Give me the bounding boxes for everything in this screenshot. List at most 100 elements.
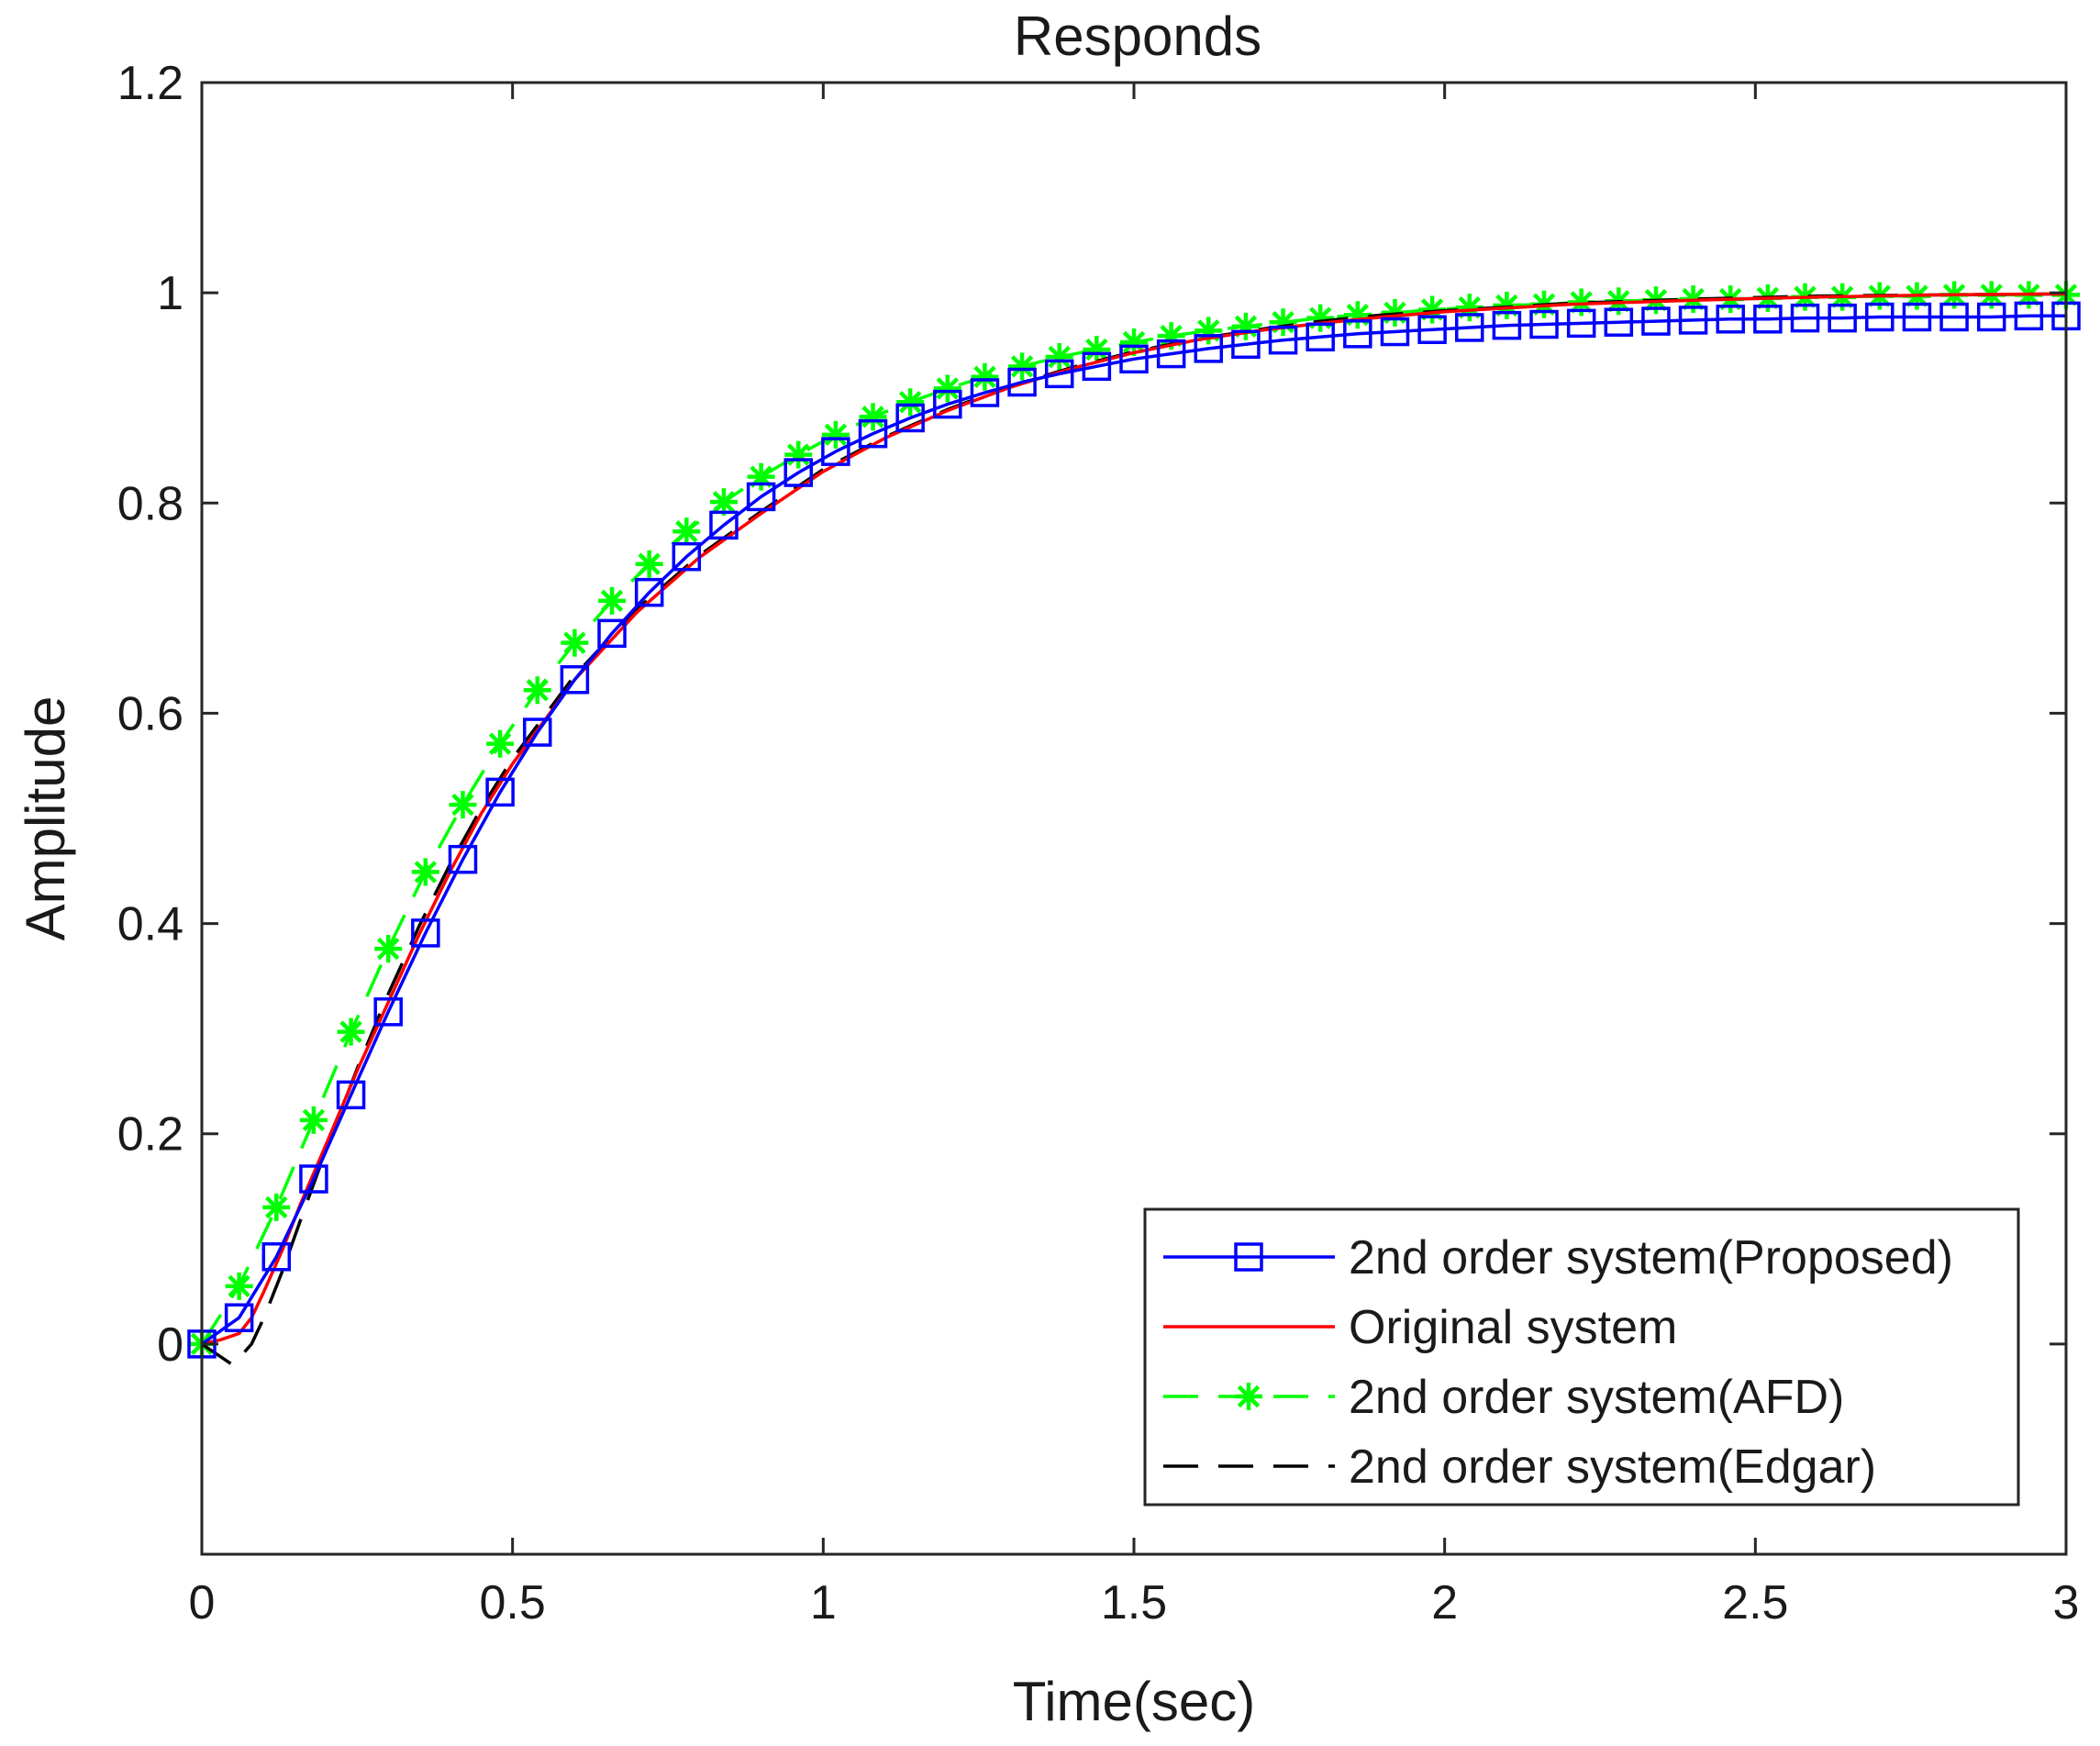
data-point-afd-stroke — [973, 365, 996, 388]
data-point-proposed — [336, 1080, 366, 1110]
legend-item-original: Original system — [1163, 1301, 1677, 1354]
data-point-proposed — [933, 389, 962, 419]
data-point-proposed — [1119, 344, 1149, 374]
data-point-afd-stroke — [265, 1196, 288, 1219]
data-point-afd-stroke — [451, 793, 474, 817]
legend-item-afd: 2nd order system(AFD) — [1163, 1371, 1844, 1424]
data-point-proposed — [821, 437, 850, 466]
x-tick-label: 2.5 — [1722, 1576, 1788, 1629]
legend-marker-afd-stroke — [1237, 1385, 1261, 1408]
data-point-proposed — [1566, 308, 1596, 339]
data-point-afd — [859, 403, 887, 431]
data-point-afd — [598, 586, 627, 615]
x-axis-title: Time(sec) — [1013, 1671, 1255, 1732]
legend-label-proposed: 2nd order system(Proposed) — [1349, 1231, 1953, 1284]
data-point-afd — [933, 374, 961, 403]
data-point-proposed — [895, 403, 925, 433]
data-point-proposed — [261, 1242, 292, 1272]
series-edgar — [201, 292, 2067, 1367]
data-point-afd — [561, 628, 589, 657]
data-point-afd-stroke — [526, 679, 549, 702]
x-tick-label: 0 — [189, 1576, 216, 1629]
data-point-afd-stroke — [563, 631, 586, 654]
data-point-proposed — [1902, 302, 1932, 332]
data-point-afd — [299, 1106, 328, 1134]
data-point-proposed — [970, 378, 1000, 407]
series-proposed — [187, 301, 2081, 1359]
data-point-afd-stroke — [339, 1020, 362, 1043]
data-point-proposed — [448, 844, 478, 874]
data-point-proposed — [1976, 302, 2006, 332]
data-point-afd — [411, 858, 439, 886]
data-point-proposed — [523, 717, 552, 747]
x-tick-label: 0.5 — [480, 1576, 546, 1629]
data-point-proposed — [224, 1303, 254, 1332]
y-axis-title: Amplitude — [15, 696, 76, 941]
data-point-afd — [784, 440, 813, 469]
data-point-afd — [821, 420, 850, 449]
x-tick-label: 1.5 — [1101, 1576, 1167, 1629]
data-point-afd — [635, 550, 663, 578]
data-point-afd-stroke — [1048, 345, 1071, 369]
data-point-proposed — [1082, 351, 1112, 382]
data-point-afd-stroke — [712, 490, 736, 514]
legend-label-original: Original system — [1349, 1301, 1677, 1354]
data-point-proposed — [560, 665, 590, 695]
x-tick-label: 1 — [810, 1576, 837, 1629]
data-point-proposed — [1306, 322, 1335, 352]
data-point-afd — [672, 517, 701, 546]
data-point-proposed — [1939, 302, 1969, 332]
y-tick-label: 1 — [157, 267, 183, 320]
data-point-afd-stroke — [936, 377, 959, 400]
data-point-proposed — [1268, 325, 1298, 355]
data-point-proposed — [1828, 303, 1857, 333]
legend-label-afd: 2nd order system(AFD) — [1349, 1371, 1844, 1424]
data-point-proposed — [1753, 305, 1783, 334]
data-point-proposed — [1231, 329, 1261, 360]
data-point-afd-stroke — [1010, 355, 1034, 378]
data-point-proposed — [299, 1164, 328, 1194]
series-line-edgar — [201, 292, 2067, 1367]
x-tick-label: 2 — [1431, 1576, 1458, 1629]
data-point-proposed — [1529, 309, 1559, 339]
data-point-afd — [971, 362, 999, 391]
data-point-proposed — [1604, 307, 1634, 337]
data-point-afd — [709, 488, 738, 517]
data-point-proposed — [1194, 334, 1224, 363]
data-point-proposed — [1044, 359, 1074, 389]
data-point-afd-stroke — [228, 1274, 250, 1298]
data-point-proposed — [1678, 306, 1708, 335]
data-point-afd — [1083, 336, 1111, 364]
data-point-proposed — [709, 510, 739, 540]
y-tick-label: 1.2 — [117, 57, 183, 110]
data-point-afd — [374, 935, 403, 963]
data-point-proposed — [1455, 313, 1484, 342]
data-point-afd — [337, 1018, 365, 1046]
data-point-afd — [486, 729, 515, 758]
data-point-proposed — [2014, 301, 2044, 331]
data-point-afd — [523, 676, 551, 705]
data-point-proposed — [1343, 319, 1372, 349]
legend-item-proposed: 2nd order system(Proposed) — [1163, 1231, 1953, 1284]
data-point-afd — [449, 791, 477, 819]
y-tick-label: 0.8 — [117, 477, 183, 530]
data-point-proposed — [1380, 317, 1410, 347]
legend-label-edgar: 2nd order system(Edgar) — [1349, 1440, 1876, 1494]
y-tick-label: 0.4 — [117, 898, 183, 951]
data-point-afd — [225, 1272, 253, 1300]
y-tick-label: 0.2 — [117, 1108, 183, 1162]
data-point-afd-stroke — [638, 552, 661, 575]
data-point-proposed — [858, 418, 888, 449]
data-point-afd-stroke — [1122, 330, 1146, 354]
data-point-afd-stroke — [1570, 291, 1593, 314]
legend-item-edgar: 2nd order system(Edgar) — [1163, 1440, 1876, 1494]
data-point-afd-stroke — [377, 937, 400, 961]
data-point-afd — [1231, 312, 1260, 340]
series-layer — [187, 281, 2081, 1367]
x-axis: 0 0.5 1 1.5 2 2.5 3 — [189, 83, 2079, 1629]
data-point-proposed — [1716, 305, 1745, 334]
data-point-afd-stroke — [414, 861, 438, 884]
data-point-proposed — [1865, 302, 1894, 332]
data-point-proposed — [634, 577, 664, 607]
